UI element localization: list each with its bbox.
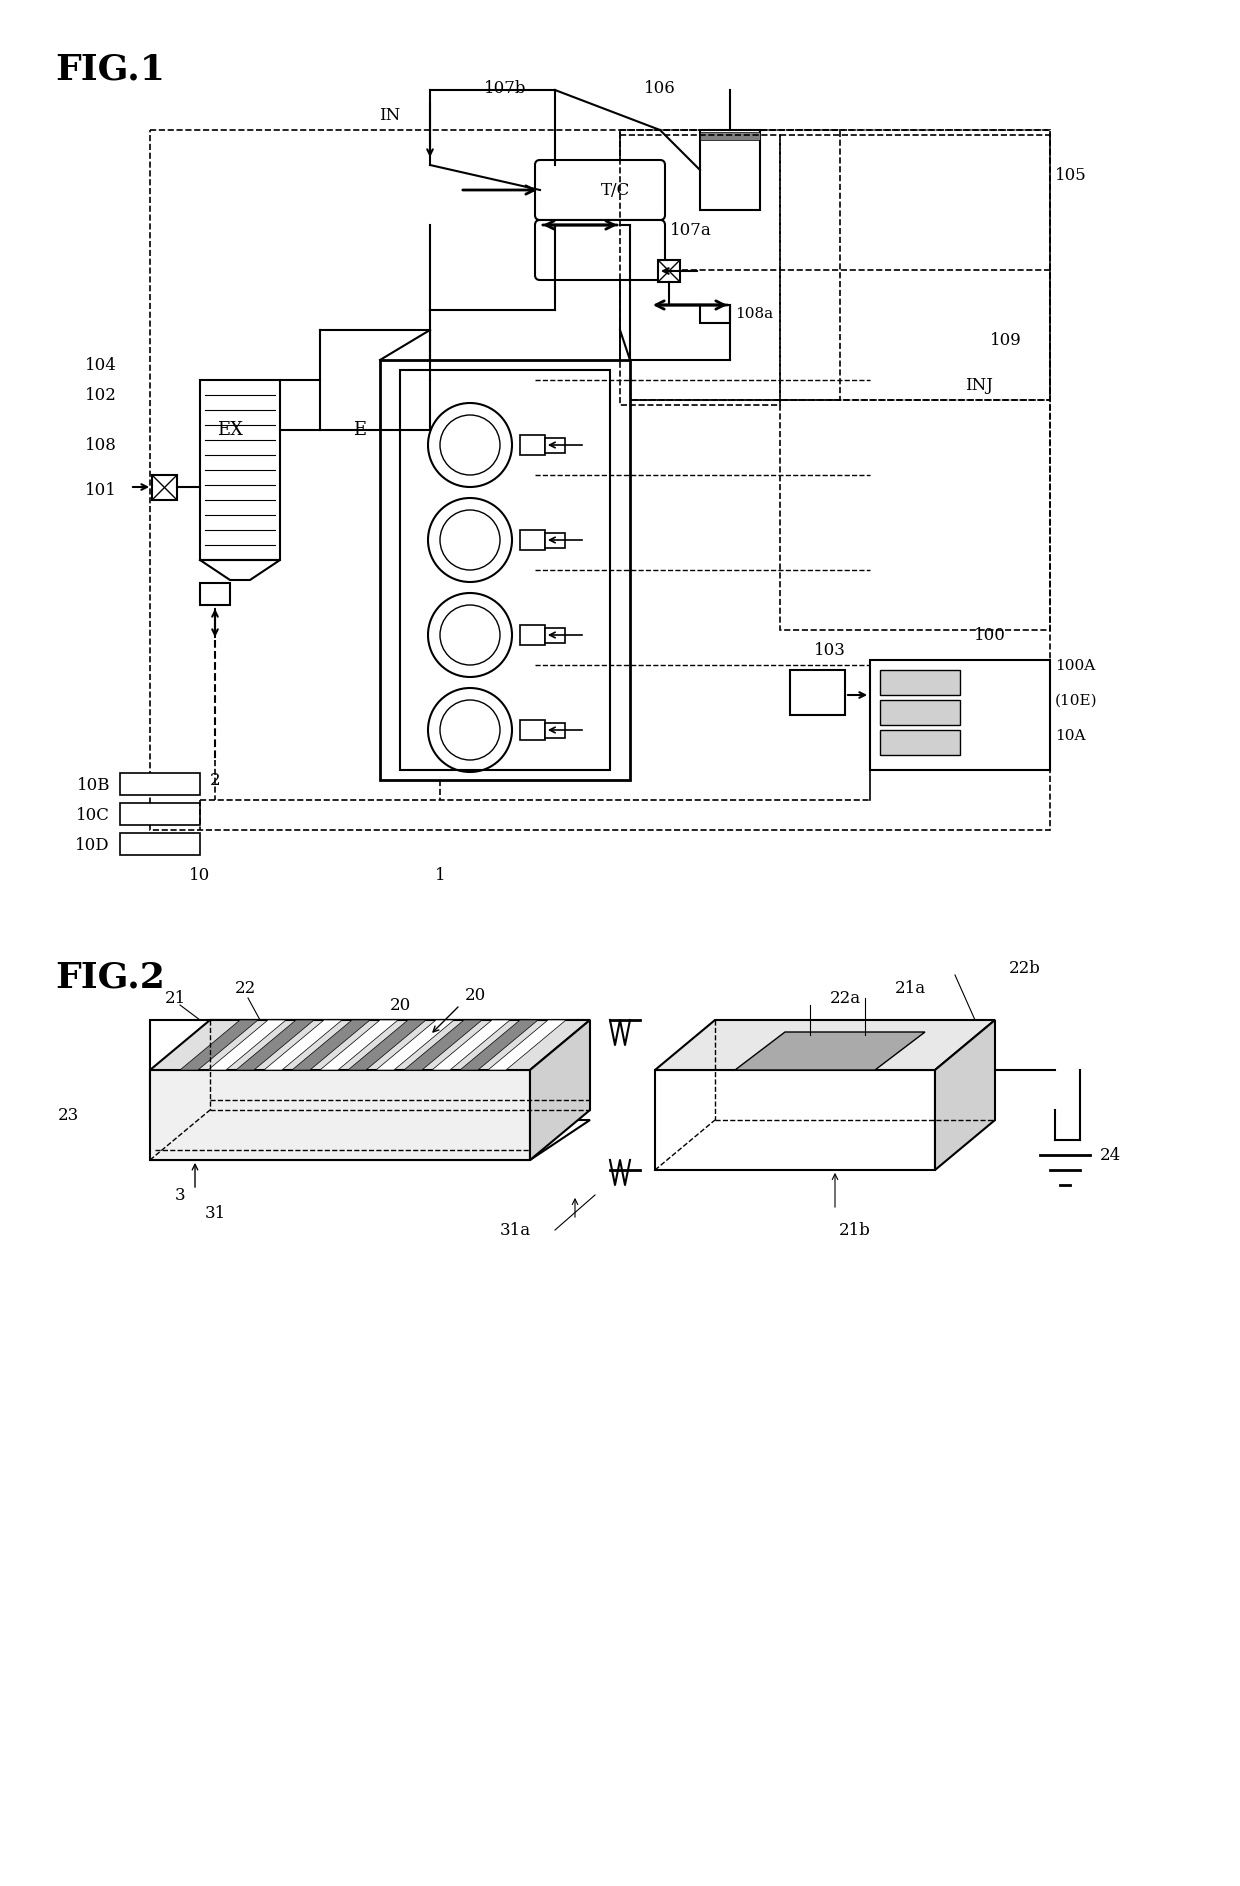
Polygon shape bbox=[150, 1020, 529, 1120]
Text: 21: 21 bbox=[165, 990, 186, 1007]
Bar bbox=[701, 306, 730, 323]
Text: INJ: INJ bbox=[965, 377, 993, 394]
Text: 103: 103 bbox=[815, 641, 846, 658]
Bar bbox=[790, 670, 844, 715]
Bar bbox=[153, 475, 177, 500]
Polygon shape bbox=[264, 1020, 342, 1069]
Bar bbox=[880, 730, 960, 754]
Text: 22: 22 bbox=[234, 981, 255, 998]
Text: 20: 20 bbox=[465, 986, 486, 1003]
Polygon shape bbox=[376, 1020, 454, 1069]
Text: IN: IN bbox=[379, 106, 401, 123]
Text: 10D: 10D bbox=[76, 837, 110, 854]
Text: 2: 2 bbox=[210, 771, 221, 788]
Polygon shape bbox=[489, 1020, 565, 1069]
Polygon shape bbox=[208, 1020, 286, 1069]
FancyBboxPatch shape bbox=[534, 221, 665, 279]
Text: 10: 10 bbox=[190, 868, 211, 885]
Text: 109: 109 bbox=[990, 332, 1022, 349]
Text: 106: 106 bbox=[644, 79, 676, 96]
Bar bbox=[620, 270, 1050, 400]
Text: (10E): (10E) bbox=[1055, 694, 1097, 707]
Text: 10C: 10C bbox=[76, 807, 110, 824]
Polygon shape bbox=[935, 1020, 994, 1169]
Bar bbox=[546, 534, 565, 549]
Polygon shape bbox=[150, 1020, 590, 1069]
Bar bbox=[520, 436, 546, 455]
Text: 22b: 22b bbox=[1009, 960, 1040, 977]
Polygon shape bbox=[404, 1020, 482, 1069]
Text: 1: 1 bbox=[435, 868, 445, 885]
Bar bbox=[520, 624, 546, 645]
Bar bbox=[880, 700, 960, 724]
Bar bbox=[546, 722, 565, 737]
Text: 101: 101 bbox=[86, 481, 117, 498]
Text: E: E bbox=[353, 421, 367, 439]
Text: T/C: T/C bbox=[600, 181, 630, 198]
Text: 108: 108 bbox=[86, 436, 117, 453]
Text: FIG.1: FIG.1 bbox=[55, 53, 165, 87]
Polygon shape bbox=[655, 1020, 994, 1069]
Bar bbox=[200, 583, 229, 605]
Bar bbox=[546, 628, 565, 643]
FancyBboxPatch shape bbox=[534, 160, 665, 221]
Polygon shape bbox=[432, 1020, 510, 1069]
Text: 10A: 10A bbox=[1055, 730, 1085, 743]
Text: EX: EX bbox=[217, 421, 243, 439]
Text: 105: 105 bbox=[1055, 168, 1086, 185]
Polygon shape bbox=[529, 1020, 590, 1160]
Bar bbox=[870, 660, 1050, 769]
Bar bbox=[880, 670, 960, 696]
Text: 24: 24 bbox=[1100, 1147, 1121, 1164]
Polygon shape bbox=[291, 1020, 370, 1069]
Bar bbox=[520, 720, 546, 739]
Text: 107a: 107a bbox=[670, 221, 712, 238]
Polygon shape bbox=[655, 1069, 935, 1169]
Bar bbox=[620, 130, 1050, 400]
Polygon shape bbox=[735, 1032, 925, 1069]
Bar bbox=[701, 130, 760, 209]
Text: 3: 3 bbox=[175, 1186, 185, 1203]
Polygon shape bbox=[348, 1020, 427, 1069]
Bar bbox=[546, 438, 565, 453]
Bar bbox=[120, 803, 200, 824]
Bar bbox=[658, 260, 680, 283]
Polygon shape bbox=[180, 1020, 258, 1069]
Polygon shape bbox=[150, 1020, 590, 1060]
Text: 104: 104 bbox=[86, 356, 117, 373]
Bar bbox=[520, 530, 546, 551]
Bar bbox=[780, 136, 1050, 630]
Text: 108a: 108a bbox=[735, 307, 773, 321]
Text: FIG.2: FIG.2 bbox=[55, 960, 165, 994]
Bar bbox=[150, 130, 1050, 830]
Bar bbox=[120, 773, 200, 796]
Polygon shape bbox=[460, 1020, 538, 1069]
Bar bbox=[701, 132, 760, 140]
Text: 107b: 107b bbox=[484, 79, 526, 96]
Text: 21a: 21a bbox=[894, 981, 925, 998]
Polygon shape bbox=[236, 1020, 314, 1069]
Text: 100A: 100A bbox=[1055, 658, 1095, 673]
Text: 31: 31 bbox=[205, 1205, 226, 1222]
Text: 31a: 31a bbox=[500, 1222, 531, 1239]
Bar bbox=[401, 370, 610, 769]
Bar bbox=[620, 136, 780, 405]
Text: 22a: 22a bbox=[830, 990, 861, 1007]
Polygon shape bbox=[320, 1020, 398, 1069]
Text: 21b: 21b bbox=[839, 1222, 870, 1239]
Bar bbox=[200, 379, 280, 560]
Text: 23: 23 bbox=[57, 1107, 78, 1124]
Text: 102: 102 bbox=[86, 387, 117, 404]
Bar bbox=[120, 834, 200, 854]
Text: 10B: 10B bbox=[77, 777, 110, 794]
Bar bbox=[379, 360, 630, 781]
Text: 100: 100 bbox=[975, 626, 1006, 643]
Bar bbox=[620, 130, 839, 400]
Polygon shape bbox=[150, 1069, 529, 1160]
Text: 20: 20 bbox=[389, 998, 410, 1015]
Polygon shape bbox=[150, 1120, 590, 1160]
